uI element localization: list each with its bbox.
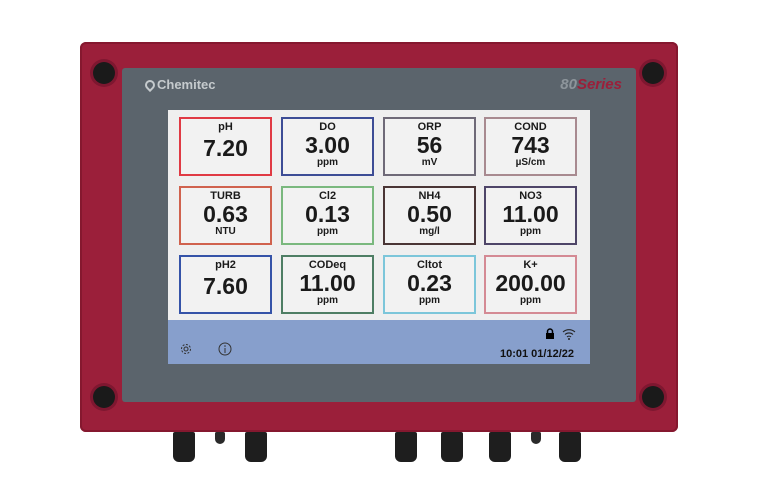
screw-hole <box>93 386 115 408</box>
cable-gland <box>395 432 417 462</box>
parameter-value: 56 <box>416 132 443 158</box>
screw-hole <box>642 386 664 408</box>
parameter-value: 743 <box>511 132 550 158</box>
measurement-tile[interactable]: pH2 7.60 <box>179 255 272 314</box>
measurement-tile[interactable]: Cl2 0.13 ppm <box>281 186 374 245</box>
parameter-name: DO <box>319 121 336 133</box>
measurement-tile[interactable]: NH4 0.50 mg/l <box>383 186 476 245</box>
parameter-unit: ppm <box>316 226 339 237</box>
lock-icon <box>546 328 554 339</box>
parameter-name: pH2 <box>215 259 236 271</box>
parameter-name: Cl2 <box>318 190 337 202</box>
parameter-name: NO3 <box>519 190 542 202</box>
measurement-tile[interactable]: ORP 56 mV <box>383 117 476 176</box>
cable-gland <box>173 432 195 462</box>
measurement-tile[interactable]: pH 7.20 <box>179 117 272 176</box>
status-bar: 10:01 01/12/22 <box>168 320 590 364</box>
settings-icon[interactable] <box>179 342 193 356</box>
brand-logo: Chemitec <box>142 77 216 92</box>
measurement-tile[interactable]: Cltot 0.23 ppm <box>383 255 476 314</box>
measurement-tile[interactable]: DO 3.00 ppm <box>281 117 374 176</box>
parameter-unit: mg/l <box>419 226 440 237</box>
parameter-name: K+ <box>523 259 538 271</box>
parameter-value: 11.00 <box>502 201 559 227</box>
parameter-name: ORP <box>417 121 442 133</box>
cable-gland <box>441 432 463 462</box>
parameter-unit: mV <box>421 157 438 168</box>
parameter-value: 11.00 <box>299 270 356 296</box>
cable-gland <box>245 432 267 462</box>
screw-hole <box>93 62 115 84</box>
parameter-unit: ppm <box>519 295 542 306</box>
wifi-icon <box>562 329 576 340</box>
parameter-value: 7.20 <box>203 135 248 161</box>
parameter-value: 3.00 <box>305 132 350 158</box>
parameter-unit: ppm <box>519 226 542 237</box>
info-icon[interactable] <box>218 342 232 356</box>
parameter-value: 0.63 <box>203 201 248 227</box>
parameter-unit: NTU <box>215 226 236 237</box>
parameter-unit: ppm <box>316 295 339 306</box>
parameter-name: pH <box>218 121 233 133</box>
cable-gland <box>531 432 541 444</box>
series-logo: 80Series <box>560 76 622 93</box>
measurement-tile[interactable]: TURB 0.63 NTU <box>179 186 272 245</box>
parameter-unit: µS/cm <box>515 157 546 168</box>
cable-gland <box>215 432 225 444</box>
parameter-name: NH4 <box>418 190 441 202</box>
parameter-value: 0.13 <box>305 201 350 227</box>
cable-gland <box>559 432 581 462</box>
measurement-tile[interactable]: COND 743 µS/cm <box>484 117 577 176</box>
parameter-unit: ppm <box>418 295 441 306</box>
parameter-name: COND <box>514 121 547 133</box>
cable-gland <box>489 432 511 462</box>
parameter-value: 7.60 <box>203 273 248 299</box>
parameter-unit: ppm <box>316 157 339 168</box>
parameter-name: Cltot <box>416 259 443 271</box>
measurement-tile[interactable]: CODeq 11.00 ppm <box>281 255 374 314</box>
parameter-name: CODeq <box>308 259 347 271</box>
measurement-tile[interactable]: NO3 11.00 ppm <box>484 186 577 245</box>
parameter-value: 0.50 <box>407 201 452 227</box>
screen: pH 7.20 DO 3.00 ppm ORP 56 mV COND 743 µS/cm TURB 0.… <box>168 110 590 364</box>
parameter-name: TURB <box>210 190 241 202</box>
parameter-value: 0.23 <box>407 270 452 296</box>
datetime: 10:01 01/12/22 <box>499 348 574 360</box>
measurement-tile[interactable]: K+ 200.00 ppm <box>484 255 577 314</box>
screw-hole <box>642 62 664 84</box>
drop-icon <box>142 77 158 92</box>
parameter-value: 200.00 <box>495 270 566 296</box>
